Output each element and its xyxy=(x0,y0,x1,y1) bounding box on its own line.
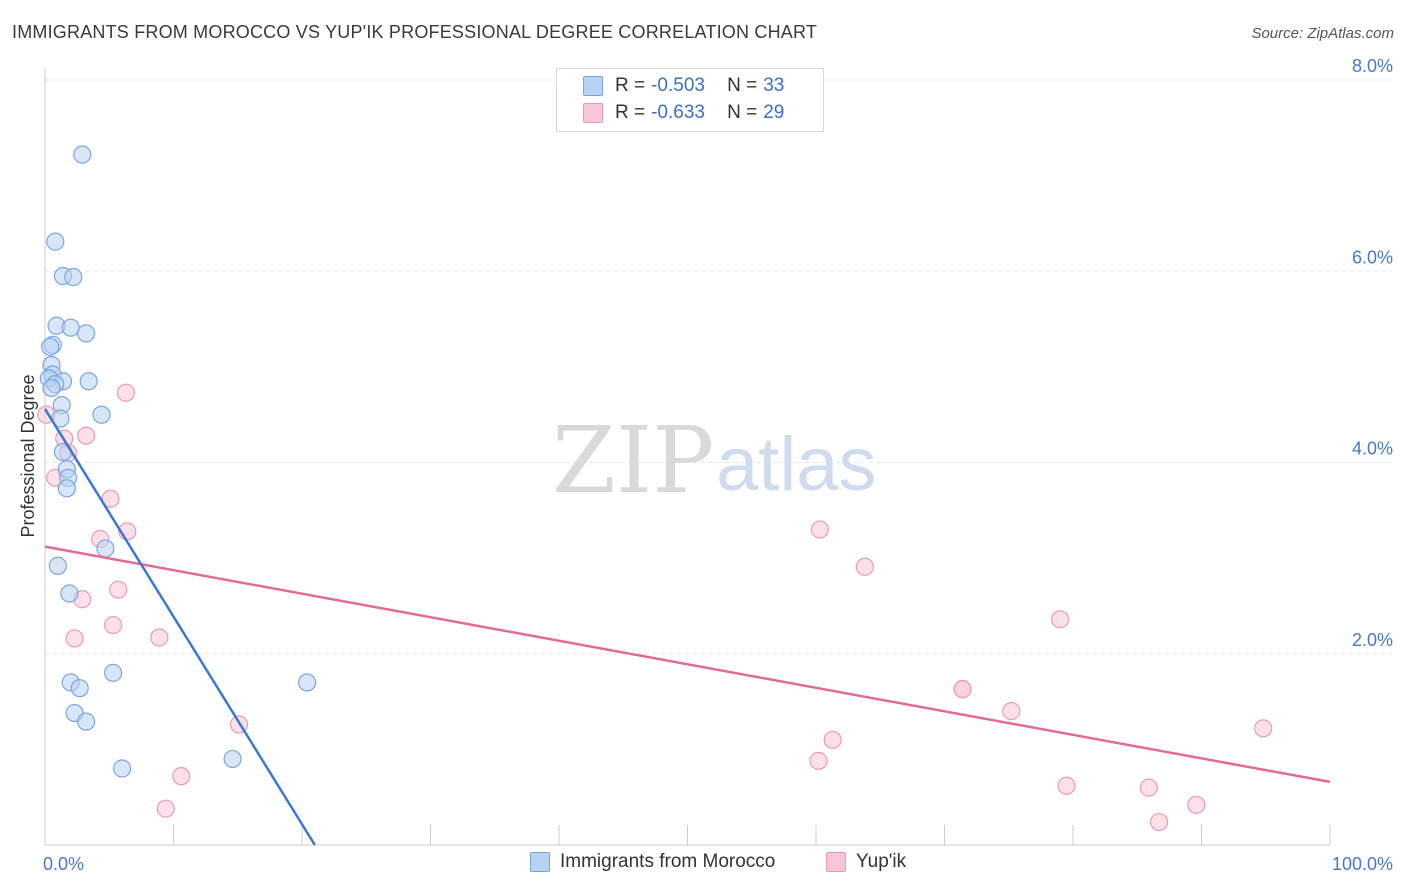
grid-lines xyxy=(45,79,1392,655)
series-legend-yupik[interactable]: Yup'ik xyxy=(826,851,906,873)
data-point-morocco xyxy=(60,584,79,603)
data-point-morocco xyxy=(104,663,123,682)
series-label-yupik: Yup'ik xyxy=(856,851,907,872)
series-swatch-morocco xyxy=(530,852,550,872)
data-point-yupik xyxy=(809,751,828,770)
data-point-morocco xyxy=(46,232,65,251)
data-point-yupik xyxy=(823,730,842,749)
y-axis-label: Professional Degree xyxy=(18,374,38,537)
data-point-morocco xyxy=(57,479,76,498)
data-point-morocco xyxy=(92,405,111,424)
data-point-yupik xyxy=(104,615,123,635)
axes xyxy=(44,68,1331,846)
data-point-morocco xyxy=(223,749,242,769)
legend-n-value: 33 xyxy=(763,75,785,96)
y-tick-label: 6.0% xyxy=(1352,247,1393,267)
morocco-points xyxy=(39,145,317,778)
data-point-yupik xyxy=(1187,795,1206,814)
data-point-morocco xyxy=(79,372,98,391)
data-point-yupik xyxy=(1149,812,1169,832)
source-label: Source: ZipAtlas.com xyxy=(1251,25,1394,42)
legend-r-value: -0.503 xyxy=(651,75,705,96)
watermark: ZIP atlas xyxy=(552,407,877,514)
data-point-morocco xyxy=(61,318,80,337)
y-tick-label: 4.0% xyxy=(1352,439,1393,459)
data-point-yupik xyxy=(1139,778,1158,797)
series-swatch-yupik xyxy=(826,852,846,872)
data-point-morocco xyxy=(298,673,317,692)
legend-r-value: -0.633 xyxy=(651,102,705,123)
data-point-yupik xyxy=(77,426,96,445)
legend-row-yupik: R = -0.633 N = 29 xyxy=(557,100,784,126)
series-legend: Immigrants from Morocco Yup'ik xyxy=(0,851,1406,877)
y-tick-label: 8.0% xyxy=(1352,56,1393,76)
data-point-yupik xyxy=(150,628,169,647)
data-point-morocco xyxy=(112,759,132,778)
data-point-yupik xyxy=(1057,776,1076,795)
y-tick-label: 2.0% xyxy=(1352,630,1393,650)
x-tick-labels: 0.0% 100.0% xyxy=(43,854,1393,874)
legend-swatch-yupik xyxy=(583,103,603,123)
trendline-morocco xyxy=(43,408,316,846)
data-point-morocco xyxy=(41,337,60,356)
x-tick-label: 0.0% xyxy=(43,854,84,874)
data-point-morocco xyxy=(64,267,83,287)
data-point-yupik xyxy=(1051,610,1070,629)
series-legend-morocco[interactable]: Immigrants from Morocco xyxy=(530,851,775,873)
trendline-yupik xyxy=(44,545,1331,784)
legend-r-label: R = xyxy=(615,102,646,123)
data-point-yupik xyxy=(116,383,136,402)
legend-row-morocco: R = -0.503 N = 33 xyxy=(557,73,784,99)
legend-n-value: 29 xyxy=(763,102,785,123)
chart-title: IMMIGRANTS FROM MOROCCO VS YUP'IK PROFES… xyxy=(12,22,818,42)
data-point-morocco xyxy=(77,324,96,343)
data-point-morocco xyxy=(42,378,61,398)
data-point-morocco xyxy=(70,679,89,698)
watermark-zip: ZIP xyxy=(552,407,714,514)
data-point-yupik xyxy=(109,580,128,599)
data-point-yupik xyxy=(810,520,829,539)
data-point-yupik xyxy=(1002,702,1021,721)
x-tick-label: 100.0% xyxy=(1332,854,1393,874)
data-point-morocco xyxy=(48,556,67,575)
data-point-yupik xyxy=(156,799,175,818)
correlation-legend: R = -0.503 N = 33 R = -0.633 N = 29 xyxy=(556,68,824,132)
data-point-morocco xyxy=(77,712,96,731)
data-point-morocco xyxy=(73,145,92,164)
data-point-yupik xyxy=(953,680,972,699)
data-point-yupik xyxy=(1254,719,1273,738)
trendlines xyxy=(43,408,1331,846)
legend-swatch-morocco xyxy=(583,76,603,96)
yupik-points xyxy=(37,383,1273,832)
series-label-morocco: Immigrants from Morocco xyxy=(560,851,776,872)
data-point-yupik xyxy=(855,557,874,576)
y-tick-labels: 2.0% 4.0% 6.0% 8.0% xyxy=(1352,56,1393,650)
data-point-yupik xyxy=(172,767,191,786)
legend-n-label: N = xyxy=(727,75,758,96)
data-point-morocco xyxy=(96,539,115,558)
watermark-atlas: atlas xyxy=(716,422,877,507)
data-point-yupik xyxy=(65,629,84,648)
legend-r-label: R = xyxy=(615,75,646,96)
legend-n-label: N = xyxy=(727,102,758,123)
